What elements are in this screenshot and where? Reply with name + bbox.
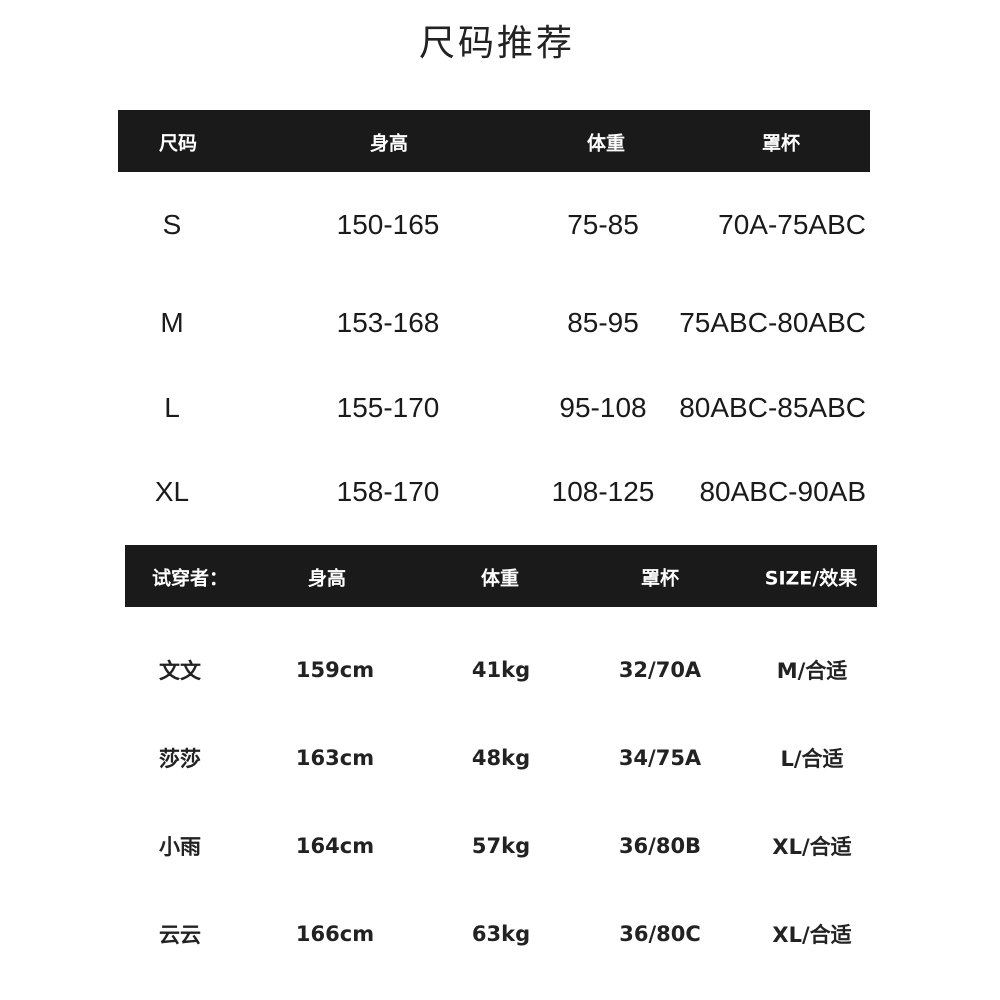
- tryon-table-cell: 57kg: [471, 834, 531, 858]
- tryon-table-cell: 文文: [159, 659, 201, 683]
- size-table-header-cell: 体重: [586, 132, 626, 155]
- tryon-table-cell: M/合适: [776, 659, 848, 683]
- size-table-cell: 70A-75ABC: [718, 209, 866, 240]
- tryon-table-cell: 36/80C: [619, 922, 701, 946]
- tryon-table-cell: 41kg: [471, 658, 531, 682]
- size-table-header-cell: 尺码: [158, 132, 198, 155]
- size-table-cell: 158-170: [336, 476, 440, 507]
- tryon-table-cell: 云云: [159, 923, 201, 947]
- size-table-cell: 80ABC-90AB: [699, 476, 866, 507]
- size-table-cell: 153-168: [336, 307, 440, 338]
- tryon-table-header-cell: 试穿者：: [151, 567, 229, 590]
- tryon-table-cell: XL/合适: [772, 835, 852, 859]
- tryon-table-cell: XL/合适: [772, 923, 852, 947]
- tryon-table-header-cell: 罩杯: [640, 567, 680, 590]
- size-table-cell: XL: [154, 476, 190, 507]
- tryon-table-cell: 小雨: [159, 835, 201, 859]
- tryon-table-cell: 163cm: [295, 746, 375, 770]
- size-table-header-cell: 身高: [369, 132, 409, 155]
- tryon-table-cell: 32/70A: [618, 658, 702, 682]
- tryon-table-cell: 166cm: [295, 922, 375, 946]
- size-table-cell: 108-125: [551, 476, 655, 507]
- tryon-table-header-cell: 身高: [307, 567, 347, 590]
- page-title: 尺码推荐: [418, 23, 576, 64]
- size-table-cell: M: [160, 307, 184, 338]
- size-table-header: [118, 110, 870, 172]
- tryon-table-cell: L/合适: [780, 747, 844, 771]
- tryon-table-cell: 164cm: [295, 834, 375, 858]
- tryon-table-header: [125, 545, 877, 607]
- tryon-table-cell: 34/75A: [618, 746, 702, 770]
- tryon-table-header-cell: SIZE/效果: [764, 567, 858, 590]
- size-table-cell: 85-95: [567, 307, 639, 338]
- size-table-cell: 75-85: [567, 209, 639, 240]
- tryon-table-cell: 48kg: [471, 746, 531, 770]
- tryon-table-cell: 159cm: [295, 658, 375, 682]
- tryon-table-cell: 63kg: [471, 922, 531, 946]
- size-table-cell: 150-165: [336, 209, 440, 240]
- size-table-cell: L: [164, 392, 180, 423]
- size-table-cell: 75ABC-80ABC: [679, 307, 866, 338]
- size-table-cell: 95-108: [559, 392, 647, 423]
- tryon-table-cell: 36/80B: [618, 834, 702, 858]
- size-table-header-cell: 罩杯: [761, 132, 801, 155]
- size-table-cell: S: [162, 209, 182, 240]
- size-table-cell: 155-170: [336, 392, 440, 423]
- tryon-table-cell: 莎莎: [159, 747, 201, 771]
- size-table-cell: 80ABC-85ABC: [679, 392, 866, 423]
- tryon-table-header-cell: 体重: [480, 567, 520, 590]
